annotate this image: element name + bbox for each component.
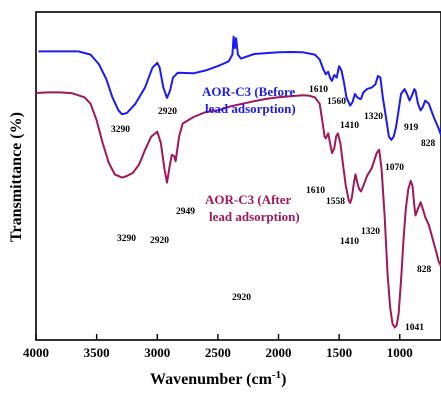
peak-labels-before: 3290 2920 1610 1560 1410 1320 1070 919 8… [111, 85, 436, 173]
peak-label-after-1558: 1558 [326, 197, 345, 207]
series-layer [35, 35, 441, 329]
x-tick-label-1500: 1500 [326, 345, 352, 360]
peak-label-before-828: 828 [421, 139, 436, 149]
peak-label-before-1610: 1610 [309, 85, 328, 95]
x-axis-title-text: Wavenumber (cm [150, 371, 273, 388]
series-label-after: AOR-C3 (After lead adsorption) [205, 192, 300, 224]
x-tick-label-1000: 1000 [387, 345, 413, 360]
peak-label-before-2920: 2920 [158, 107, 177, 117]
peak-label-after-1041: 1041 [405, 323, 424, 333]
peak-label-after-1410: 1410 [340, 237, 359, 247]
x-tick-label-3500: 3500 [84, 345, 110, 360]
series-label-after-line2: lead adsorption) [209, 209, 300, 224]
peak-label-before-1320: 1320 [364, 112, 383, 122]
stray-annotation-2920: 2920 [232, 293, 251, 303]
peak-label-before-3290: 3290 [111, 125, 130, 135]
peak-label-after-1320: 1320 [361, 227, 380, 237]
series-line-before [78, 35, 441, 141]
x-tick-label-2000: 2000 [266, 345, 292, 360]
peak-label-before-1070: 1070 [385, 163, 404, 173]
x-axis-title-close: ) [281, 371, 286, 388]
x-axis-title-superscript: -1 [272, 369, 281, 381]
y-axis-title: Transmittance (%) [8, 112, 25, 242]
x-tick-label-2500: 2500 [205, 345, 231, 360]
series-line-after [35, 91, 441, 329]
peak-label-after-2949: 2949 [176, 207, 195, 217]
plot-frame [35, 11, 441, 341]
peak-labels-after: 3290 2920 2949 1610 1558 1410 1320 828 1… [117, 186, 432, 333]
x-tick-label-4000: 4000 [23, 345, 49, 360]
peak-label-after-2920: 2920 [150, 236, 169, 246]
peak-label-after-1610: 1610 [306, 186, 325, 196]
series-label-before-line2: lead adsorption) [205, 101, 296, 116]
series-label-after-line1: AOR-C3 (After [205, 192, 292, 207]
series-label-before: AOR-C3 (Before lead adsorption) [202, 84, 296, 116]
peak-label-after-828: 828 [417, 265, 432, 275]
x-axis-title: Wavenumber (cm-1) [150, 369, 286, 388]
series-label-before-line1: AOR-C3 (Before [202, 84, 295, 99]
x-axis-ticks [35, 334, 401, 340]
x-axis-tick-labels: 4000 3500 3000 2500 2000 1500 1000 [23, 345, 413, 360]
peak-label-before-1410: 1410 [340, 121, 359, 131]
peak-label-after-3290: 3290 [117, 234, 136, 244]
peak-label-before-919: 919 [404, 123, 419, 133]
x-tick-label-3000: 3000 [144, 345, 170, 360]
peak-label-before-1560: 1560 [327, 97, 346, 107]
